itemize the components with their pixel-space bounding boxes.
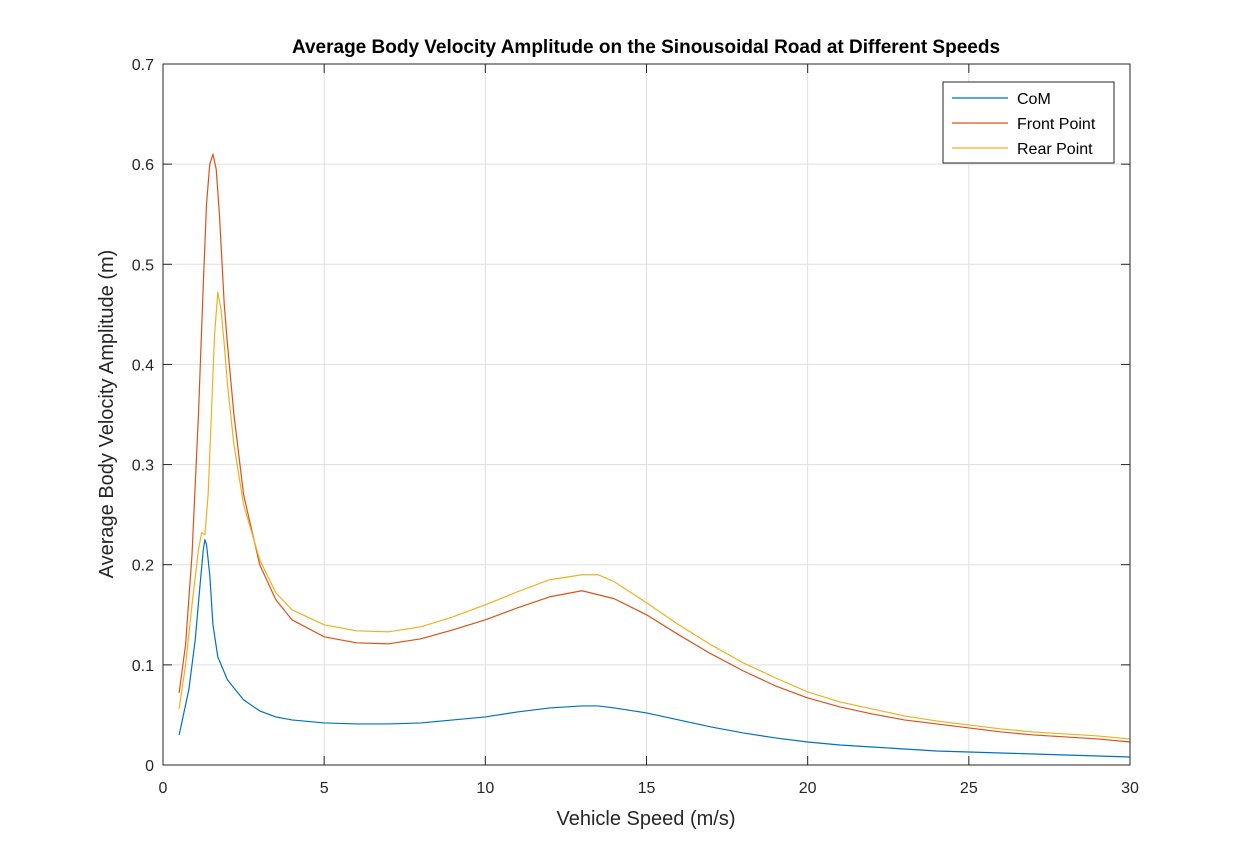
- data-series: [178, 153, 1131, 758]
- legend-label: CoM: [1017, 91, 1051, 108]
- x-tick-label: 10: [476, 780, 494, 797]
- y-tick-label: 0.4: [132, 357, 154, 374]
- legend-label: Front Point: [1017, 116, 1096, 133]
- y-axis-label: Average Body Velocity Amplitude (m): [96, 250, 118, 579]
- legend-item-com: CoM: [952, 91, 1051, 108]
- x-tick-label: 5: [320, 780, 329, 797]
- legend: CoM Front Point Rear Point: [942, 81, 1115, 164]
- legend-label: Rear Point: [1017, 141, 1093, 158]
- y-tick-label: 0.5: [132, 257, 154, 274]
- x-tick-label: 25: [960, 780, 978, 797]
- x-tick-label: 0: [159, 780, 168, 797]
- grid-lines: [163, 64, 1130, 765]
- x-tick-labels: 0 5 10 15 20 25 30: [159, 780, 1139, 797]
- y-tick-label: 0: [145, 758, 154, 775]
- y-tick-label: 0.7: [132, 57, 154, 74]
- x-axis-label: Vehicle Speed (m/s): [557, 808, 736, 830]
- y-tick-label: 0.3: [132, 458, 154, 475]
- x-tick-label: 15: [638, 780, 656, 797]
- legend-item-front-point: Front Point: [952, 116, 1096, 133]
- series-line-rear-point: [178, 291, 1131, 740]
- x-tick-label: 30: [1121, 780, 1139, 797]
- axis-ticks: [162, 63, 1131, 766]
- y-tick-label: 0.1: [132, 658, 154, 675]
- series-line-front-point: [178, 153, 1131, 743]
- y-tick-label: 0.6: [132, 157, 154, 174]
- y-tick-label: 0.2: [132, 558, 154, 575]
- legend-item-rear-point: Rear Point: [952, 141, 1093, 158]
- chart-title: Average Body Velocity Amplitude on the S…: [292, 37, 1000, 58]
- y-tick-labels: 0 0.1 0.2 0.3 0.4 0.5 0.6 0.7: [132, 57, 154, 775]
- x-tick-label: 20: [799, 780, 817, 797]
- series-line-com: [178, 539, 1131, 758]
